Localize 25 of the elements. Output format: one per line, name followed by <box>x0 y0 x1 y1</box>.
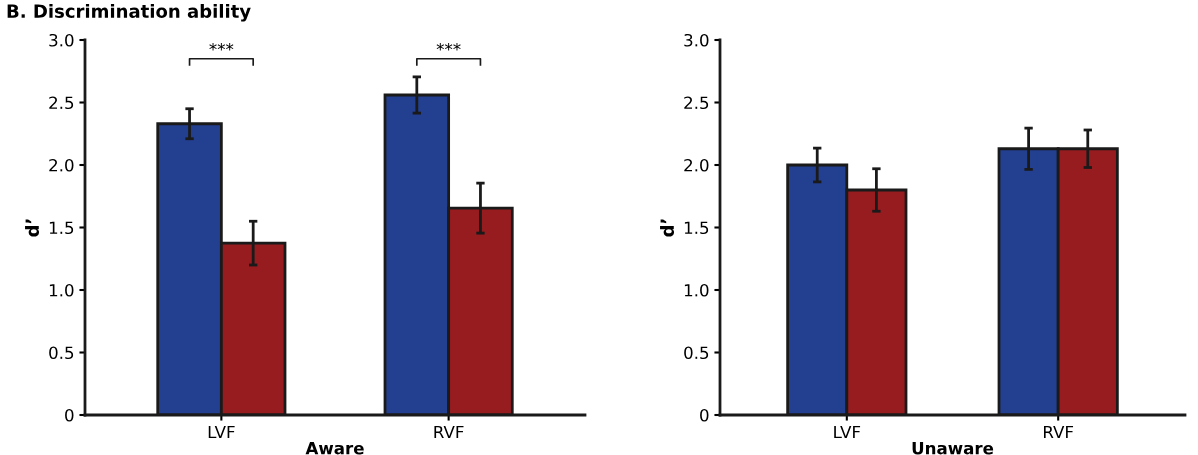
y-tick-label: 0 <box>700 408 709 422</box>
annotation: *** <box>436 42 461 51</box>
y-tick-label: 1.5 <box>684 221 709 235</box>
x-tick-label: LVF <box>834 425 861 439</box>
y-tick-label: 0.5 <box>49 346 74 360</box>
y-axis-title: d’ <box>660 219 675 237</box>
x-tick-label: RVF <box>1043 425 1074 439</box>
x-axis-title: Unaware <box>912 442 994 455</box>
chart-title: B. Discrimination ability <box>7 4 251 22</box>
x-axis-title: Aware <box>305 442 364 455</box>
y-tick-label: 2.5 <box>49 96 74 110</box>
annotation: *** <box>209 42 234 51</box>
y-tick-label: 0.5 <box>684 346 709 360</box>
y-tick-label: 2.5 <box>684 96 709 110</box>
y-tick-label: 2.0 <box>49 158 74 172</box>
y-tick-label: 1.0 <box>684 283 709 297</box>
y-tick-label: 1.0 <box>49 283 74 297</box>
y-axis-title: d’ <box>25 219 40 237</box>
y-tick-label: 3.0 <box>684 33 709 47</box>
x-tick-label: LVF <box>208 425 235 439</box>
y-tick-label: 0 <box>65 408 74 422</box>
y-tick-label: 1.5 <box>49 221 74 235</box>
y-tick-label: 3.0 <box>49 33 74 47</box>
y-tick-label: 2.0 <box>684 158 709 172</box>
x-tick-label: RVF <box>434 425 464 439</box>
